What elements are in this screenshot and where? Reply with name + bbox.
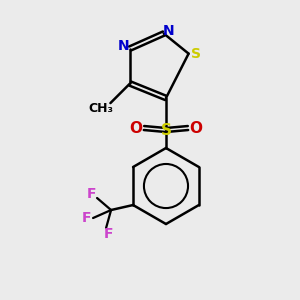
Text: F: F [81, 211, 91, 225]
Text: S: S [190, 46, 201, 61]
Text: F: F [103, 227, 113, 241]
Text: O: O [190, 121, 202, 136]
Text: CH₃: CH₃ [88, 102, 113, 115]
Text: F: F [86, 187, 96, 201]
Text: N: N [118, 38, 130, 52]
Text: S: S [160, 122, 172, 137]
Text: N: N [163, 23, 175, 38]
Text: O: O [130, 121, 142, 136]
